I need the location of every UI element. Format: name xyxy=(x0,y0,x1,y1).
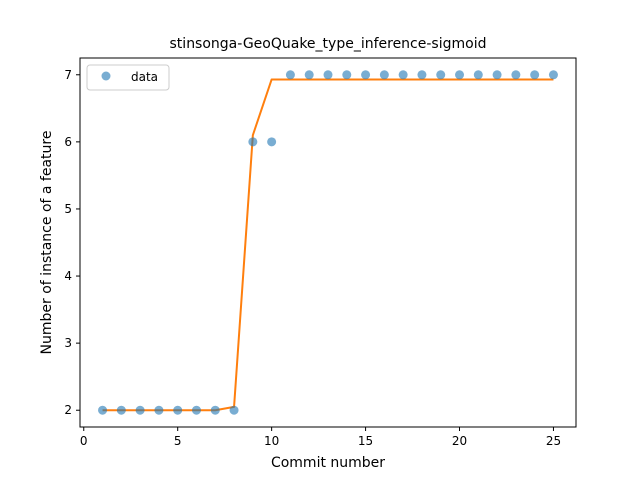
y-tick-label: 3 xyxy=(64,336,72,350)
data-point xyxy=(548,70,558,80)
data-point xyxy=(455,70,465,80)
data-point xyxy=(530,70,540,80)
data-point xyxy=(398,70,408,80)
data-point xyxy=(417,70,427,80)
y-tick-label: 4 xyxy=(64,269,72,283)
legend-box xyxy=(86,64,170,91)
legend: data xyxy=(86,64,170,91)
y-tick-label: 6 xyxy=(64,135,72,149)
data-point xyxy=(154,405,164,415)
legend-marker xyxy=(101,71,111,81)
x-tick-label: 0 xyxy=(80,434,88,448)
data-point xyxy=(323,70,333,80)
x-tick-label: 5 xyxy=(174,434,182,448)
x-tick-label: 10 xyxy=(264,434,279,448)
x-tick-label: 15 xyxy=(358,434,373,448)
data-point xyxy=(98,405,108,415)
axis-ticks: 0 5 10 15 20 25 2 3 4 5 6 7 xyxy=(64,68,561,448)
data-point xyxy=(492,70,502,80)
data-point xyxy=(210,405,220,415)
y-tick-label: 5 xyxy=(64,202,72,216)
data-point xyxy=(191,405,201,415)
data-point xyxy=(135,405,145,415)
y-axis-title: Number of instance of a feature xyxy=(39,131,55,355)
data-point xyxy=(473,70,483,80)
data-point xyxy=(173,405,183,415)
data-point xyxy=(436,70,446,80)
x-axis-title: Commit number xyxy=(271,455,385,471)
data-point xyxy=(361,70,371,80)
x-tick-label: 25 xyxy=(546,434,561,448)
data-point xyxy=(229,405,239,415)
plot-area xyxy=(98,70,558,415)
x-tick-label: 20 xyxy=(452,434,467,448)
y-tick-label: 2 xyxy=(64,403,72,417)
chart-title: stinsonga-GeoQuake_type_inference-sigmoi… xyxy=(170,36,487,52)
data-point xyxy=(267,137,277,147)
data-point xyxy=(248,137,258,147)
data-point xyxy=(511,70,521,80)
data-point xyxy=(342,70,352,80)
data-point xyxy=(304,70,314,80)
data-point xyxy=(116,405,126,415)
legend-label: data xyxy=(131,70,158,84)
data-point xyxy=(285,70,295,80)
y-tick-label: 7 xyxy=(64,68,72,82)
axes-frame xyxy=(79,57,577,428)
data-point xyxy=(379,70,389,80)
